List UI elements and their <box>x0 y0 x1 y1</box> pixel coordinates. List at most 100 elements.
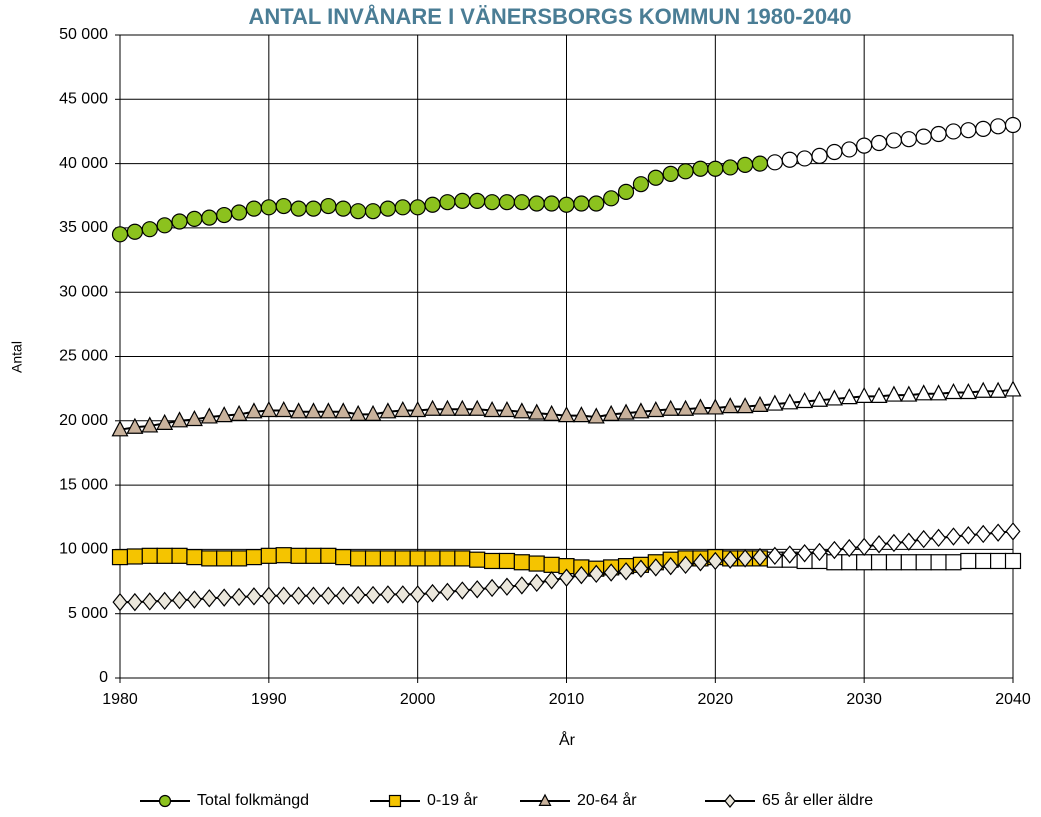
data-point <box>275 400 293 418</box>
data-point <box>618 562 634 581</box>
legend-marker <box>724 794 736 808</box>
data-point <box>960 526 976 545</box>
data-point <box>201 550 218 567</box>
x-tick-label: 2030 <box>846 691 882 708</box>
data-point <box>171 411 189 428</box>
data-point <box>157 591 173 611</box>
data-point <box>990 552 1007 570</box>
data-point <box>275 547 292 564</box>
data-point <box>647 400 665 418</box>
data-point <box>230 550 248 567</box>
legend-label: Total folkmängd <box>197 792 309 809</box>
data-point <box>439 550 456 567</box>
data-point <box>617 183 635 200</box>
data-point <box>245 402 263 419</box>
data-point <box>483 552 501 570</box>
data-point <box>751 395 769 412</box>
data-point <box>334 402 352 419</box>
data-point <box>379 402 397 419</box>
data-point <box>111 549 129 566</box>
data-point <box>304 402 322 419</box>
data-point <box>573 565 589 585</box>
data-point <box>186 590 202 609</box>
data-point <box>915 554 932 571</box>
data-point <box>468 399 486 416</box>
data-point <box>736 156 754 173</box>
data-point <box>142 592 158 611</box>
data-point <box>706 398 724 415</box>
data-point <box>543 195 560 212</box>
data-point <box>767 546 783 566</box>
data-point <box>291 586 307 605</box>
data-point <box>677 163 694 180</box>
y-axis-label: Antal <box>9 341 25 373</box>
data-point <box>603 190 620 207</box>
data-point <box>707 160 724 177</box>
data-point <box>528 555 545 572</box>
data-point <box>112 592 128 612</box>
data-point <box>438 399 456 416</box>
data-point <box>975 120 992 137</box>
data-point <box>945 554 962 571</box>
data-point <box>781 393 799 410</box>
data-point <box>394 199 411 216</box>
data-point <box>647 169 664 186</box>
data-point <box>245 549 263 566</box>
data-point <box>424 550 441 567</box>
data-point <box>350 203 367 220</box>
legend-marker <box>158 794 172 808</box>
data-point <box>885 132 903 149</box>
data-point <box>856 537 872 557</box>
data-point <box>826 143 843 161</box>
data-point <box>156 547 173 564</box>
data-point <box>498 194 516 211</box>
data-point <box>960 122 977 139</box>
y-tick-label: 35 000 <box>59 219 108 236</box>
data-point <box>216 550 233 567</box>
data-point <box>380 585 396 604</box>
data-point <box>870 134 888 152</box>
data-point <box>811 147 828 164</box>
data-point <box>870 554 888 571</box>
data-point <box>796 391 814 409</box>
data-point <box>439 194 456 211</box>
data-point <box>454 550 471 567</box>
data-point <box>841 538 857 558</box>
data-point <box>944 382 962 400</box>
data-point <box>290 402 308 419</box>
y-tick-label: 5 000 <box>68 605 108 622</box>
data-point <box>350 585 366 605</box>
y-tick-label: 25 000 <box>59 348 108 365</box>
data-point <box>409 550 426 567</box>
data-point <box>915 128 932 145</box>
data-point <box>930 384 948 401</box>
data-point <box>617 403 635 420</box>
data-point <box>990 118 1007 135</box>
x-tick-label: 1990 <box>251 691 287 708</box>
data-point <box>394 400 412 418</box>
data-point <box>691 398 709 415</box>
legend-marker <box>538 793 552 807</box>
data-point <box>171 213 188 230</box>
x-tick-label: 1980 <box>102 691 138 708</box>
data-point <box>156 217 173 234</box>
data-point <box>172 590 188 610</box>
data-point <box>335 200 352 217</box>
data-point <box>885 385 903 402</box>
data-point <box>573 195 590 212</box>
data-point <box>1004 552 1022 570</box>
y-tick-label: 45 000 <box>59 91 108 108</box>
data-point <box>900 385 918 402</box>
data-point <box>439 582 455 602</box>
data-point <box>529 573 545 593</box>
data-point <box>632 402 650 419</box>
data-point <box>736 397 754 414</box>
data-point <box>648 558 664 577</box>
data-point <box>588 564 604 584</box>
data-point <box>662 399 680 416</box>
x-tick-label: 2000 <box>400 691 436 708</box>
legend-label: 65 år eller äldre <box>762 791 873 809</box>
data-point <box>276 586 292 605</box>
y-tick-label: 0 <box>99 669 108 686</box>
